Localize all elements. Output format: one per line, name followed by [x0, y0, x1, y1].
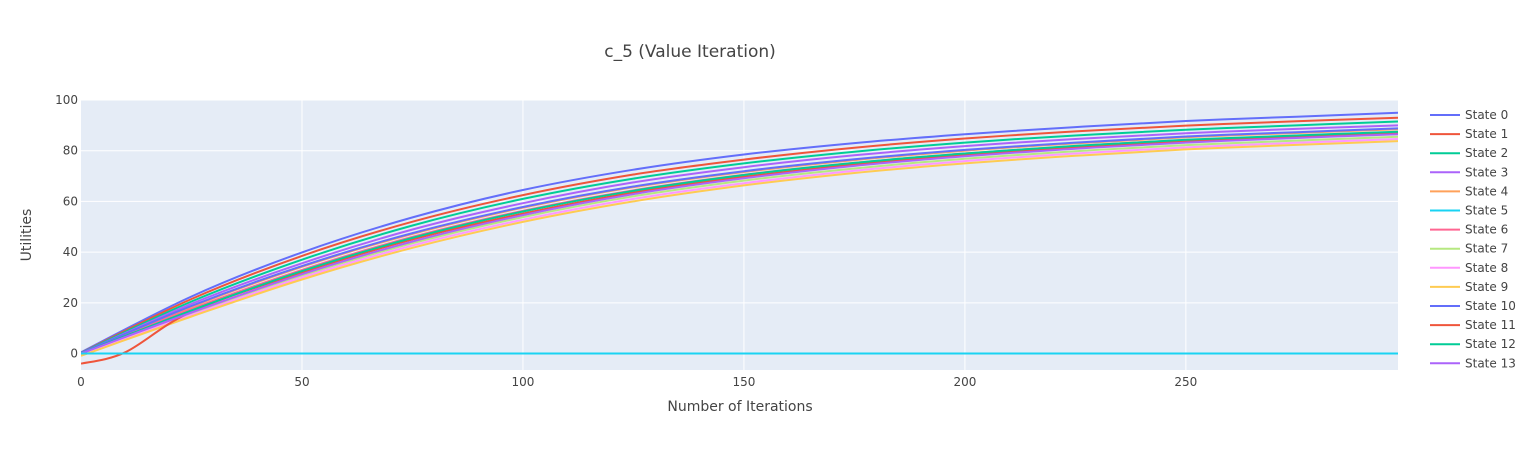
- legend-label: State 7: [1465, 242, 1508, 256]
- legend-item[interactable]: State 10: [1430, 299, 1516, 313]
- legend-label: State 1: [1465, 127, 1508, 141]
- legend-item[interactable]: State 11: [1430, 318, 1516, 332]
- legend-item[interactable]: State 13: [1430, 356, 1516, 370]
- legend-item[interactable]: State 1: [1430, 127, 1508, 141]
- legend-item[interactable]: State 6: [1430, 223, 1508, 237]
- legend-label: State 12: [1465, 337, 1516, 351]
- series-line-state-7: [81, 135, 1398, 357]
- legend-item[interactable]: State 8: [1430, 261, 1508, 275]
- legend-item[interactable]: State 7: [1430, 242, 1508, 256]
- chart-title: c_5 (Value Iteration): [604, 42, 776, 62]
- x-axis-ticks: 0 50 100 150 200 250: [77, 375, 1197, 389]
- legend-label: State 9: [1465, 280, 1508, 294]
- legend-item[interactable]: State 0: [1430, 108, 1508, 122]
- legend[interactable]: State 0 State 1 State 2 State 3 State 4 State…: [1430, 108, 1516, 370]
- y-tick-label: 20: [63, 296, 78, 310]
- legend-label: State 6: [1465, 223, 1508, 237]
- legend-item[interactable]: State 9: [1430, 280, 1508, 294]
- legend-label: State 2: [1465, 146, 1508, 160]
- series-line-state-0: [81, 111, 1398, 354]
- series-line-state-12: [81, 130, 1398, 355]
- legend-label: State 13: [1465, 356, 1516, 370]
- series-line-state-9: [81, 140, 1398, 357]
- series-line-state-8: [81, 138, 1398, 356]
- legend-label: State 10: [1465, 299, 1516, 313]
- legend-item[interactable]: State 3: [1430, 165, 1508, 179]
- y-axis-title: Utilities: [19, 209, 35, 262]
- series-line-state-1: [81, 116, 1398, 354]
- x-tick-label: 150: [732, 375, 755, 389]
- y-tick-label: 0: [70, 347, 78, 361]
- x-tick-label: 250: [1174, 375, 1197, 389]
- y-tick-label: 60: [63, 194, 78, 208]
- x-tick-label: 50: [294, 375, 309, 389]
- y-tick-label: 100: [55, 93, 78, 107]
- series-lines: [81, 111, 1398, 365]
- legend-item[interactable]: State 4: [1430, 184, 1508, 198]
- series-line-state-3: [81, 124, 1398, 355]
- legend-item[interactable]: State 2: [1430, 146, 1508, 160]
- legend-label: State 11: [1465, 318, 1516, 332]
- y-tick-label: 80: [63, 144, 78, 158]
- legend-label: State 3: [1465, 165, 1508, 179]
- x-axis-title: Number of Iterations: [667, 399, 812, 415]
- x-tick-label: 200: [953, 375, 976, 389]
- legend-label: State 5: [1465, 204, 1508, 218]
- legend-label: State 8: [1465, 261, 1508, 275]
- legend-label: State 0: [1465, 108, 1508, 122]
- legend-item[interactable]: State 5: [1430, 204, 1508, 218]
- series-line-state-2: [81, 120, 1398, 354]
- legend-label: State 4: [1465, 184, 1508, 198]
- x-tick-label: 0: [77, 375, 85, 389]
- x-tick-label: 100: [511, 375, 534, 389]
- series-line-state-13: [81, 133, 1398, 355]
- legend-item[interactable]: State 12: [1430, 337, 1516, 351]
- series-line-state-10: [81, 127, 1398, 354]
- y-axis-ticks: 0 20 40 60 80 100: [55, 93, 78, 361]
- y-tick-label: 40: [63, 245, 78, 259]
